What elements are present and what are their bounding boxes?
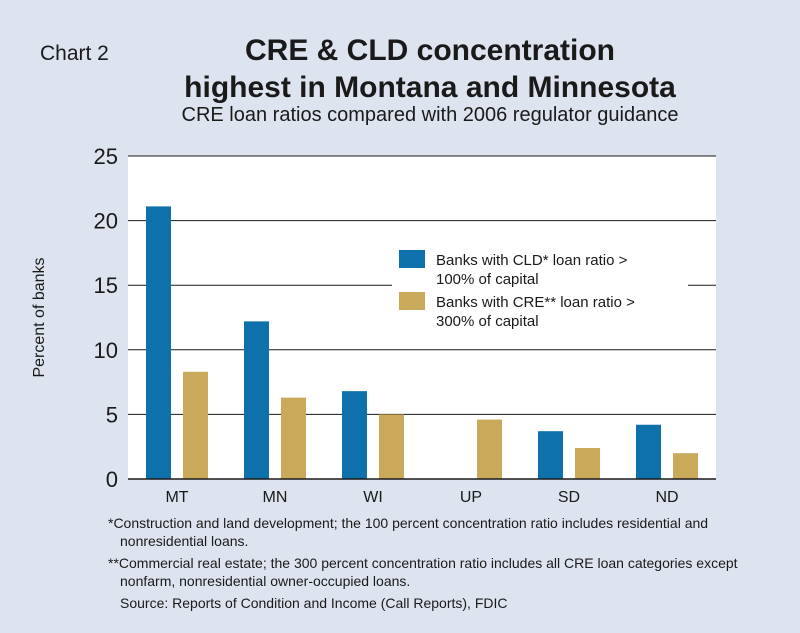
legend-label-cre-line2: 300% of capital [436, 313, 539, 330]
x-tick-label: UP [460, 489, 482, 506]
bar-cre-mt [183, 371, 208, 479]
bar-cre-sd [575, 447, 600, 479]
chart-title: CRE & CLD concentration highest in Monta… [120, 32, 740, 106]
source-note: Source: Reports of Condition and Income … [120, 595, 508, 611]
x-tick-label: MT [165, 489, 188, 506]
chart-title-line-1: CRE & CLD concentration [244, 34, 616, 67]
bar-cre-wi [379, 414, 404, 479]
legend-label-cld-line1: Banks with CLD* loan ratio > [436, 252, 628, 269]
x-tick-label: WI [363, 489, 383, 506]
y-axis-label: Percent of banks [31, 257, 48, 377]
chart-number-label: Chart 2 [40, 42, 109, 65]
legend-label-cre-line1: Banks with CRE** loan ratio > [436, 294, 635, 311]
chart-title-line-2: highest in Montana and Minnesota [184, 71, 676, 104]
footnote-cld: *Construction and land development; the … [108, 515, 709, 549]
y-tick-label: 0 [106, 467, 118, 492]
x-tick-label: SD [558, 489, 580, 506]
bar-cld-sd [538, 431, 563, 479]
legend-label-cld-line2: 100% of capital [436, 271, 539, 288]
footnote-cre: **Commercial real estate; the 300 percen… [108, 555, 738, 589]
bar-cre-nd [673, 453, 698, 479]
plot-area: 0 5 10 15 20 25 Percent of banks MT MN WI UP SD ND Ba… [31, 144, 716, 506]
bar-cre-mn [281, 397, 306, 479]
legend-swatch-cld [399, 250, 425, 268]
y-tick-label: 25 [94, 144, 118, 169]
bar-cld-mn [244, 321, 269, 479]
legend-swatch-cre [399, 292, 425, 310]
y-tick-label: 5 [106, 402, 118, 427]
y-tick-label: 10 [94, 338, 118, 363]
bar-cre-up [477, 419, 502, 479]
footnotes: *Construction and land development; the … [108, 514, 748, 616]
legend-box [392, 240, 688, 336]
y-tick-label: 15 [94, 273, 118, 298]
bar-cld-nd [636, 424, 661, 479]
chart-subtitle: CRE loan ratios compared with 2006 regul… [181, 104, 679, 126]
x-tick-label: MN [263, 489, 288, 506]
y-tick-label: 20 [94, 209, 118, 234]
bar-cld-wi [342, 391, 367, 479]
x-tick-label: ND [655, 489, 678, 506]
bar-cld-mt [146, 206, 171, 479]
